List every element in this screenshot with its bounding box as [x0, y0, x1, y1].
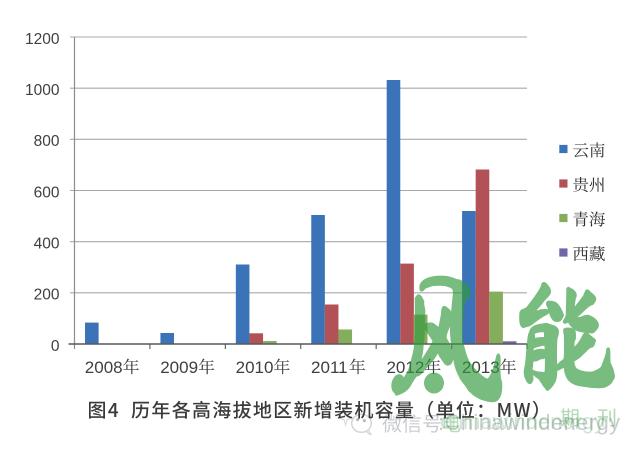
svg-text:200: 200: [34, 287, 60, 304]
svg-text:1000: 1000: [25, 82, 60, 99]
svg-text:400: 400: [34, 235, 60, 252]
svg-text:2010: 2010: [236, 358, 274, 377]
svg-text::Chinawindenergy: :Chinawindenergy: [438, 410, 621, 435]
svg-text:1200: 1200: [25, 31, 60, 48]
svg-text:2011: 2011: [311, 358, 348, 377]
svg-text:800: 800: [34, 133, 60, 150]
svg-text:2009: 2009: [160, 358, 198, 377]
svg-text:chinawindenergy: chinawindenergy: [440, 409, 605, 434]
svg-text:600: 600: [34, 184, 60, 201]
svg-text:2008: 2008: [85, 358, 123, 377]
svg-text:0: 0: [51, 338, 60, 355]
